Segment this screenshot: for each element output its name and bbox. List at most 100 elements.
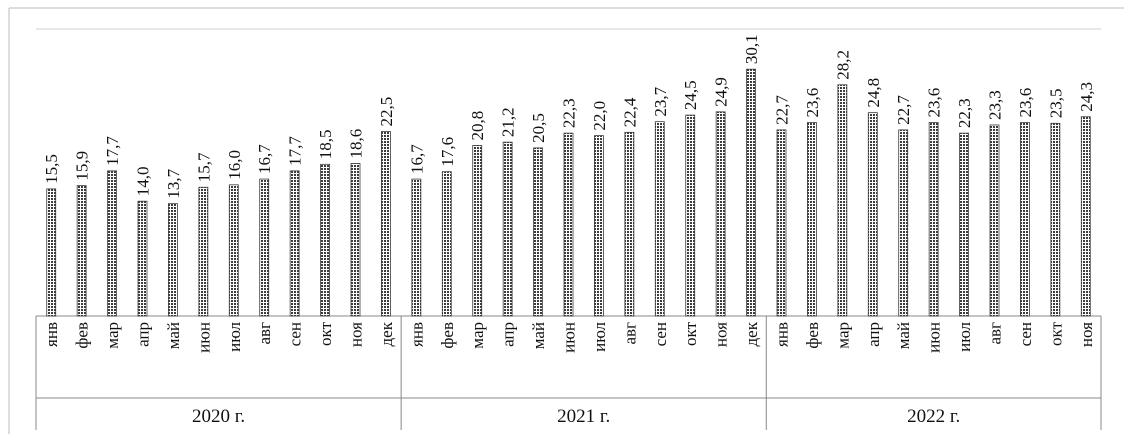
x-tick-label: ноя (1077, 322, 1096, 347)
x-tick-label: апр (864, 322, 883, 347)
x-tick-label: авг (986, 322, 1005, 345)
data-label: 16,0 (225, 150, 244, 180)
x-tick-label: апр (134, 322, 153, 347)
data-label: 17,6 (438, 137, 457, 167)
data-label: 16,7 (255, 144, 274, 174)
bar (411, 178, 422, 317)
data-label: 20,5 (529, 113, 548, 143)
bar (807, 122, 817, 317)
bar (107, 170, 117, 317)
bar (289, 170, 300, 317)
data-label: 23,6 (925, 88, 944, 118)
x-tick-label: фев (438, 322, 457, 349)
x-tick-label: авг (620, 322, 639, 345)
x-tick-label: мар (468, 322, 487, 349)
bar (1050, 122, 1061, 317)
x-tick-label: окт (316, 321, 335, 346)
x-tick-label: сен (286, 322, 305, 346)
bar (776, 129, 787, 317)
data-label: 22,4 (620, 97, 639, 127)
x-tick-label: июл (590, 321, 609, 351)
bar (168, 203, 178, 317)
bar (228, 184, 239, 317)
group-label: 2020 г. (192, 406, 245, 427)
data-label: 23,3 (986, 90, 1005, 120)
plot-area: 15,5 янв 15,9 фев 17,7 мар 14,0 апр 13,7 май 15,7 и… (8, 7, 1124, 434)
bar (137, 200, 148, 317)
x-tick-label: июл (225, 321, 244, 351)
data-label: 23,6 (803, 88, 822, 118)
x-tick-label: сен (1016, 322, 1035, 346)
bar (837, 84, 848, 317)
bar (746, 68, 756, 317)
group-label: 2022 г. (907, 406, 960, 427)
data-label: 15,5 (42, 154, 61, 184)
bar (1080, 116, 1091, 317)
data-label: 21,2 (499, 107, 518, 137)
x-tick-label: июн (194, 322, 213, 353)
x-tick-label: дек (742, 321, 761, 346)
data-label: 23,7 (651, 86, 670, 116)
x-tick-label: май (529, 322, 548, 349)
bar (441, 171, 452, 317)
bar (989, 124, 1000, 317)
x-tick-label: окт (681, 321, 700, 346)
x-tick-label: дек (377, 321, 396, 346)
data-label: 23,5 (1046, 89, 1065, 119)
x-tick-label: май (164, 322, 183, 349)
bar (715, 111, 726, 317)
data-label: 16,7 (407, 144, 426, 174)
data-label: 22,3 (560, 98, 579, 128)
bar (533, 147, 543, 317)
x-tick-label: май (894, 322, 913, 349)
bar (259, 178, 270, 317)
x-tick-label: ноя (712, 322, 731, 347)
x-tick-label: авг (255, 322, 274, 345)
x-tick-label: мар (103, 322, 122, 349)
data-label: 17,7 (103, 136, 122, 166)
x-tick-label: сен (651, 322, 670, 346)
data-label: 18,5 (316, 130, 335, 160)
x-tick-label: окт (1046, 321, 1065, 346)
x-tick-label: июн (560, 322, 579, 353)
x-tick-label: июл (955, 321, 974, 351)
x-tick-label: апр (499, 322, 518, 347)
bar (350, 163, 361, 317)
bar (320, 163, 330, 317)
data-label: 17,7 (286, 136, 305, 166)
x-tick-label: фев (803, 322, 822, 349)
data-label: 14,0 (134, 166, 153, 196)
data-label: 28,2 (833, 50, 852, 80)
data-label: 13,7 (164, 168, 183, 198)
data-label: 30,1 (742, 34, 761, 64)
bar (685, 114, 696, 317)
x-tick-label: янв (42, 322, 61, 347)
data-label: 15,9 (73, 151, 92, 181)
x-tick-label: ноя (347, 322, 366, 347)
data-label: 22,7 (773, 95, 792, 125)
bar (46, 188, 57, 317)
data-label: 22,7 (894, 95, 913, 125)
bar (502, 141, 513, 317)
data-label: 15,7 (194, 152, 213, 182)
data-label: 22,5 (377, 97, 396, 127)
data-label: 24,3 (1077, 82, 1096, 112)
bar (928, 122, 939, 317)
bar (898, 129, 909, 317)
bar (472, 145, 483, 317)
data-label: 24,9 (712, 77, 731, 107)
x-tick-label: янв (407, 322, 426, 347)
data-label: 24,5 (681, 80, 700, 110)
data-label: 22,3 (955, 98, 974, 128)
bar (594, 135, 604, 317)
bar (1020, 122, 1030, 317)
x-tick-label: фев (73, 322, 92, 349)
x-tick-label: июн (925, 322, 944, 353)
data-label: 18,6 (347, 129, 366, 159)
bar (624, 131, 635, 317)
bar (563, 132, 574, 317)
bar (381, 131, 391, 317)
bar (959, 132, 969, 317)
data-label: 22,0 (590, 101, 609, 131)
